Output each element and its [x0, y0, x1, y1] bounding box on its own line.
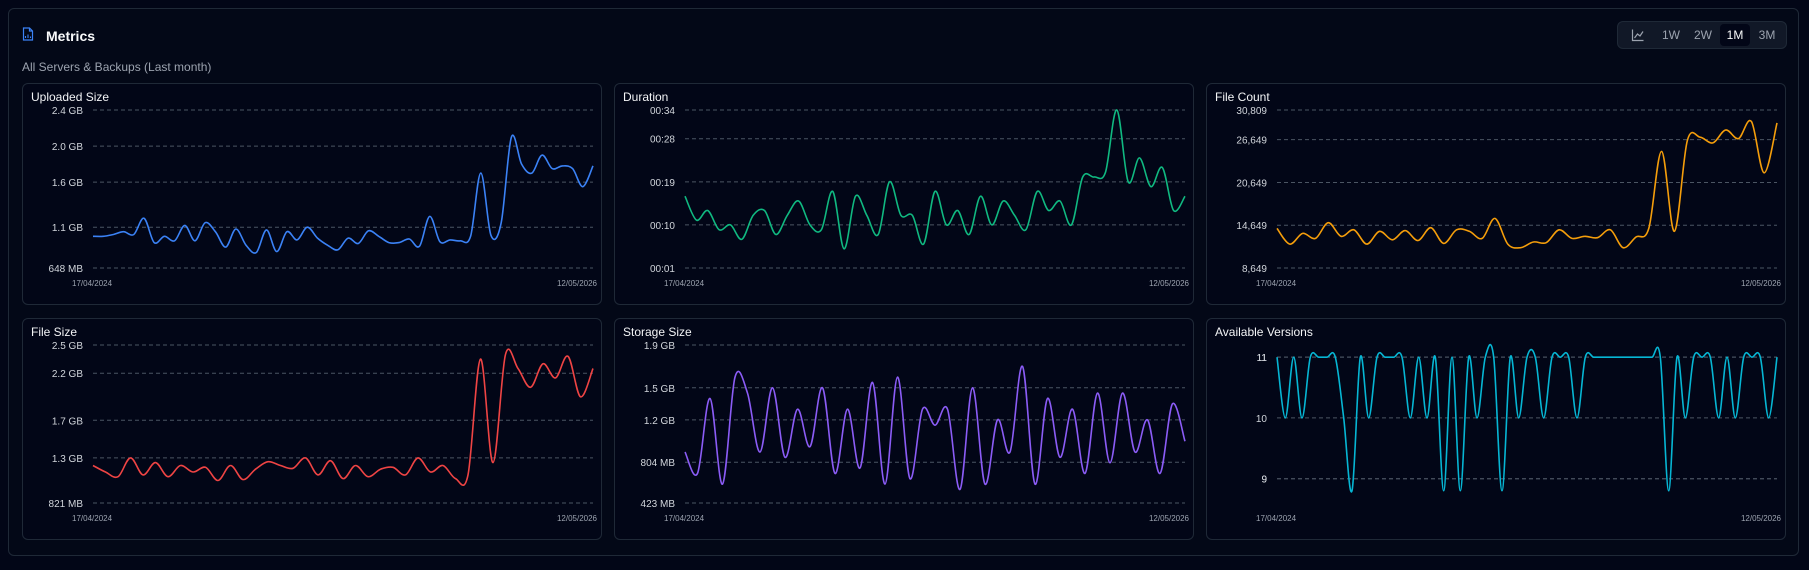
series-line — [92, 348, 594, 487]
range-1m-button[interactable]: 1M — [1720, 24, 1750, 46]
chart-card-available-versions: Available Versions 11 11 10 9 9 17/04/2024 12/… — [1206, 318, 1786, 540]
line-chart-icon — [1631, 29, 1644, 42]
y-tick-label: 1.9 GB — [644, 341, 675, 352]
page-subtitle: All Servers & Backups (Last month) — [22, 60, 212, 74]
x-tick-label: 17/04/2024 — [664, 279, 705, 288]
chart-type-button[interactable] — [1622, 24, 1654, 46]
chart-title: Duration — [623, 90, 669, 104]
y-tick-label: 804 MB — [641, 458, 676, 469]
range-2w-button[interactable]: 2W — [1694, 28, 1712, 42]
y-tick-label: 1.5 GB — [644, 384, 675, 395]
series-line — [684, 365, 1186, 491]
chart-card-storage-size: Storage Size 1.9 GB 1.5 GB 1.2 GB 804 MB 423… — [614, 318, 1194, 540]
y-tick-label: 11 — [1257, 353, 1268, 364]
range-3m-button[interactable]: 3M — [1758, 28, 1776, 42]
y-tick-label: 1.2 GB — [644, 416, 675, 427]
y-tick-label: 9 — [1261, 475, 1267, 486]
chart-card-duration: Duration 00:34 00:28 00:19 00:10 00:01 17/04/… — [614, 83, 1194, 305]
y-tick-label: 1.7 GB — [52, 416, 83, 427]
x-tick-label: 17/04/2024 — [1256, 514, 1297, 523]
chart-card-file-size: File Size 2.5 GB 2.2 GB 1.7 GB 1.3 GB 821 MB… — [22, 318, 602, 540]
y-tick-label: 8,649 — [1242, 264, 1267, 275]
series-line — [1276, 119, 1778, 249]
y-tick-label: 30,809 — [1236, 106, 1267, 117]
y-tick-label: 1.1 GB — [52, 223, 83, 234]
uploaded-size-chart: 2.4 GB 2.0 GB 1.6 GB 1.1 GB 648 MB 17/04/2024… — [49, 106, 598, 288]
y-tick-label: 1.3 GB — [52, 454, 83, 465]
series-line — [684, 109, 1186, 250]
page-title: Metrics — [46, 28, 96, 44]
x-tick-label: 12/05/2026 — [1149, 514, 1190, 523]
y-tick-label: 00:19 — [650, 178, 675, 189]
x-tick-label: 12/05/2026 — [557, 279, 598, 288]
file-count-chart: 30,809 26,649 20,649 14,649 8,649 17/04/2024 1… — [1236, 106, 1782, 288]
y-tick-label: 821 MB — [49, 499, 84, 510]
y-tick-label: 11 — [1257, 353, 1268, 364]
y-tick-label: 20,649 — [1236, 178, 1267, 189]
x-tick-label: 12/05/2026 — [557, 514, 598, 523]
y-tick-label: 10 — [1256, 414, 1268, 425]
x-tick-label: 12/05/2026 — [1741, 514, 1782, 523]
storage-size-chart: 1.9 GB 1.5 GB 1.2 GB 804 MB 423 MB 17/04/2024… — [641, 341, 1190, 523]
x-tick-label: 17/04/2024 — [72, 514, 113, 523]
y-tick-label: 1.6 GB — [52, 178, 83, 189]
y-tick-label: 14,649 — [1236, 221, 1267, 232]
x-tick-label: 17/04/2024 — [664, 514, 705, 523]
x-tick-label: 12/05/2026 — [1741, 279, 1782, 288]
y-tick-label: 00:10 — [650, 221, 675, 232]
y-tick-label: 2.4 GB — [52, 106, 83, 117]
y-tick-label: 648 MB — [49, 264, 84, 275]
chart-title: Available Versions — [1215, 325, 1313, 339]
y-tick-label: 00:28 — [650, 135, 675, 146]
series-line — [1276, 343, 1778, 493]
time-range-selector: 1W 2W 1M 3M — [1617, 21, 1787, 49]
chart-title: File Size — [31, 325, 78, 339]
y-tick-label: 2.0 GB — [52, 142, 83, 153]
y-tick-label: 2.2 GB — [52, 369, 83, 380]
file-size-chart: 2.5 GB 2.2 GB 1.7 GB 1.3 GB 821 MB 17/04/2024… — [49, 341, 598, 523]
metrics-panel: Metrics All Servers & Backups (Last mont… — [8, 8, 1799, 556]
chart-title: File Count — [1215, 90, 1270, 104]
y-tick-label: 00:34 — [650, 106, 675, 117]
chart-title: Storage Size — [623, 325, 692, 339]
file-chart-icon — [22, 27, 34, 41]
x-tick-label: 12/05/2026 — [1149, 279, 1190, 288]
chart-card-uploaded-size: Uploaded Size 2.4 GB 2.0 GB 1.6 GB 1.1 GB 64… — [22, 83, 602, 305]
y-tick-label: 9 — [1261, 475, 1267, 486]
y-tick-label: 00:01 — [650, 264, 675, 275]
duration-chart: 00:34 00:28 00:19 00:10 00:01 17/04/2024 12/05… — [650, 106, 1190, 288]
series-line — [92, 134, 594, 254]
chart-card-file-count: File Count 30,809 26,649 20,649 14,649 8,649… — [1206, 83, 1786, 305]
x-tick-label: 17/04/2024 — [72, 279, 113, 288]
y-tick-label: 423 MB — [641, 499, 676, 510]
y-tick-label: 2.5 GB — [52, 341, 83, 352]
y-tick-label: 26,649 — [1236, 136, 1267, 147]
x-tick-label: 17/04/2024 — [1256, 279, 1297, 288]
chart-title: Uploaded Size — [31, 90, 110, 104]
range-1w-button[interactable]: 1W — [1662, 28, 1680, 42]
